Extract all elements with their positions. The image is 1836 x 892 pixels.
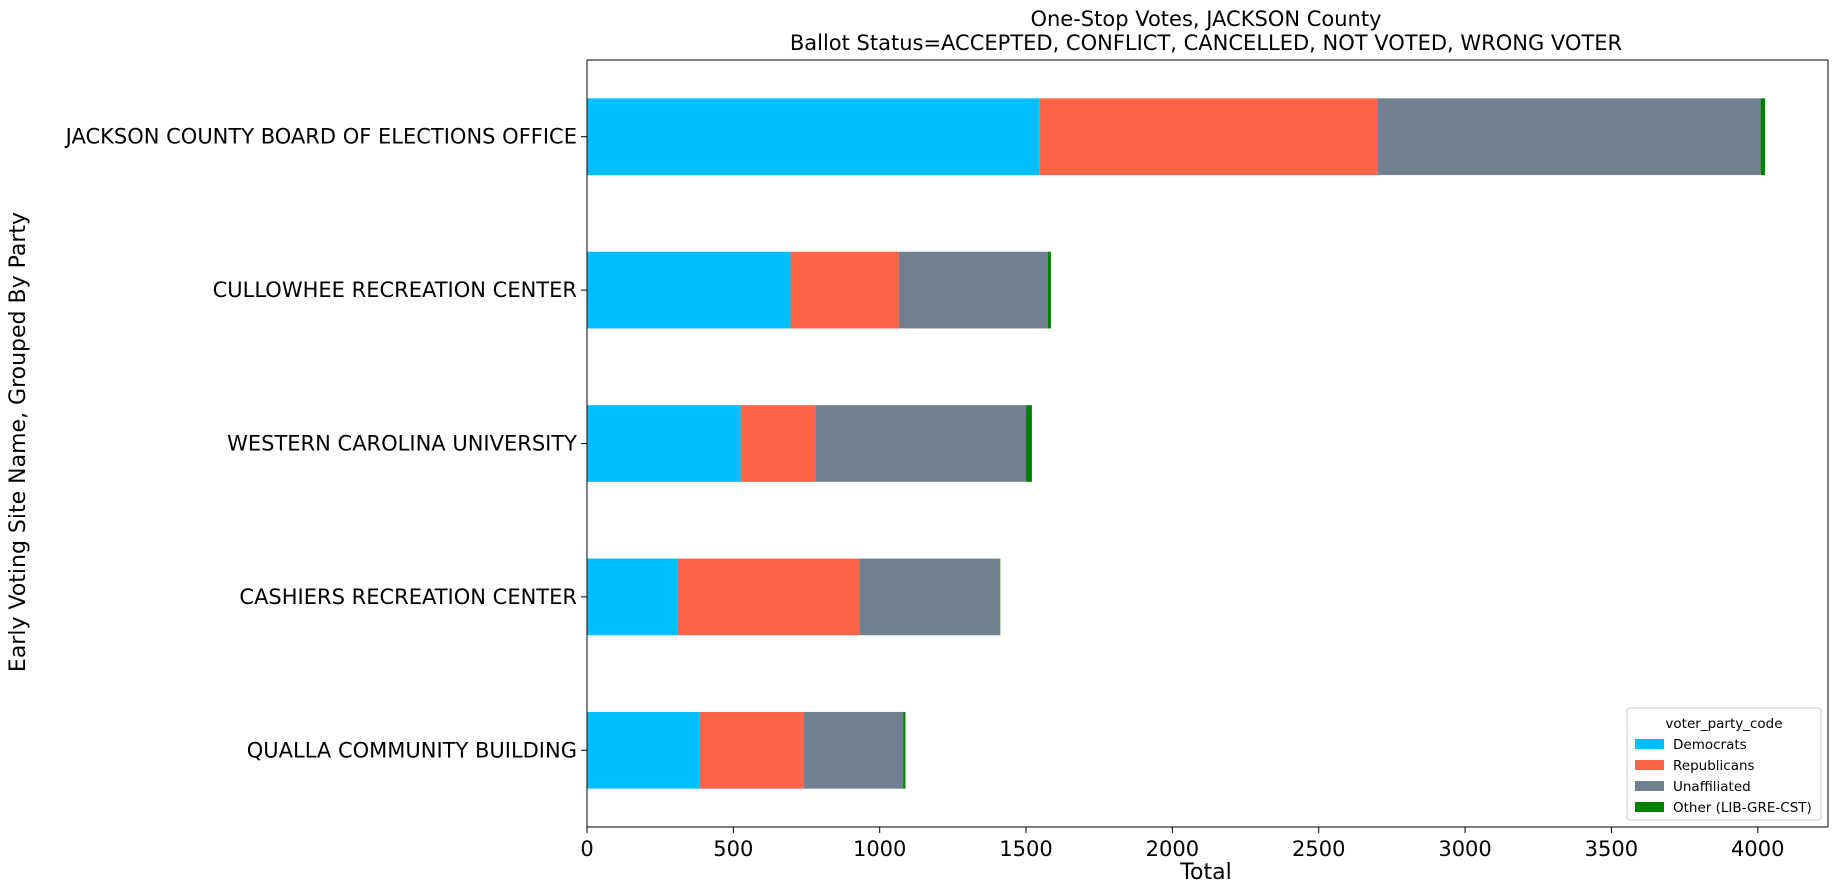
- bar-democrats-jackson-county-board-of-elections-office: [587, 98, 1040, 176]
- y-tick-label-qualla-community-building: QUALLA COMMUNITY BUILDING: [247, 738, 577, 762]
- legend: voter_party_code Democrats Republicans Unaf…: [1626, 707, 1822, 821]
- bar-republicans-western-carolina-university: [740, 405, 816, 482]
- bar-unaffiliated-qualla-community-building: [803, 711, 904, 789]
- bars-layer: [587, 98, 1766, 789]
- y-tick-label-jackson-county-board-of-elections-office: JACKSON COUNTY BOARD OF ELECTIONS OFFICE: [64, 125, 577, 149]
- chart-title-group: One-Stop Votes, JACKSON County Ballot St…: [790, 7, 1622, 55]
- x-tick-label: 1500: [999, 837, 1052, 861]
- bar-unaffiliated-western-carolina-university: [815, 405, 1027, 482]
- bar-other-lib-gre-cst-jackson-county-board-of-elections-office: [1760, 98, 1766, 176]
- y-axis-ticks: JACKSON COUNTY BOARD OF ELECTIONS OFFICE…: [64, 125, 587, 762]
- y-tick-label-cashiers-recreation-center: CASHIERS RECREATION CENTER: [239, 585, 577, 609]
- bar-republicans-cashiers-recreation-center: [677, 558, 860, 636]
- bar-democrats-cullowhee-recreation-center: [587, 251, 791, 329]
- legend-entry-republicans: Republicans: [1673, 758, 1755, 774]
- bar-other-lib-gre-cst-cullowhee-recreation-center: [1047, 251, 1051, 329]
- legend-swatch-democrats: [1635, 739, 1664, 749]
- bar-republicans-cullowhee-recreation-center: [790, 251, 899, 329]
- bar-unaffiliated-jackson-county-board-of-elections-office: [1377, 98, 1761, 176]
- bar-other-lib-gre-cst-cashiers-recreation-center: [999, 558, 1001, 636]
- x-tick-label: 0: [580, 837, 593, 861]
- bar-democrats-qualla-community-building: [587, 711, 700, 789]
- x-tick-label: 3500: [1585, 837, 1638, 861]
- x-tick-label: 4000: [1731, 837, 1784, 861]
- x-tick-label: 500: [713, 837, 753, 861]
- bar-republicans-jackson-county-board-of-elections-office: [1039, 98, 1378, 176]
- bar-unaffiliated-cashiers-recreation-center: [859, 558, 1000, 636]
- legend-swatch-other-lib-gre-cst: [1635, 802, 1664, 812]
- y-tick-label-cullowhee-recreation-center: CULLOWHEE RECREATION CENTER: [213, 278, 577, 302]
- legend-swatch-unaffiliated: [1635, 781, 1664, 791]
- bar-democrats-cashiers-recreation-center: [587, 558, 678, 636]
- bar-other-lib-gre-cst-western-carolina-university: [1026, 405, 1032, 482]
- x-tick-label: 2500: [1292, 837, 1345, 861]
- legend-entry-democrats: Democrats: [1673, 737, 1747, 753]
- chart-subtitle: Ballot Status=ACCEPTED, CONFLICT, CANCEL…: [790, 31, 1622, 55]
- bar-republicans-qualla-community-building: [699, 711, 804, 789]
- x-tick-label: 1000: [853, 837, 906, 861]
- y-axis-label: Early Voting Site Name, Grouped By Party: [6, 212, 31, 672]
- legend-swatch-republicans: [1635, 760, 1664, 770]
- legend-entry-unaffiliated: Unaffiliated: [1673, 779, 1751, 795]
- x-tick-label: 2000: [1146, 837, 1199, 861]
- bar-democrats-western-carolina-university: [587, 405, 741, 482]
- x-tick-label: 3000: [1438, 837, 1491, 861]
- chart-title: One-Stop Votes, JACKSON County: [1030, 7, 1381, 31]
- legend-entry-other-lib-gre-cst: Other (LIB-GRE-CST): [1673, 800, 1812, 816]
- bar-unaffiliated-cullowhee-recreation-center: [898, 251, 1048, 329]
- legend-box: [1626, 707, 1822, 821]
- y-tick-label-western-carolina-university: WESTERN CAROLINA UNIVERSITY: [227, 432, 577, 456]
- bar-other-lib-gre-cst-qualla-community-building: [903, 711, 906, 789]
- x-axis-ticks: 0 500 1000 1500 2000 2500 3000 3500 4000: [580, 827, 1784, 861]
- legend-title: voter_party_code: [1665, 716, 1782, 732]
- x-axis-label: Total: [1179, 860, 1231, 885]
